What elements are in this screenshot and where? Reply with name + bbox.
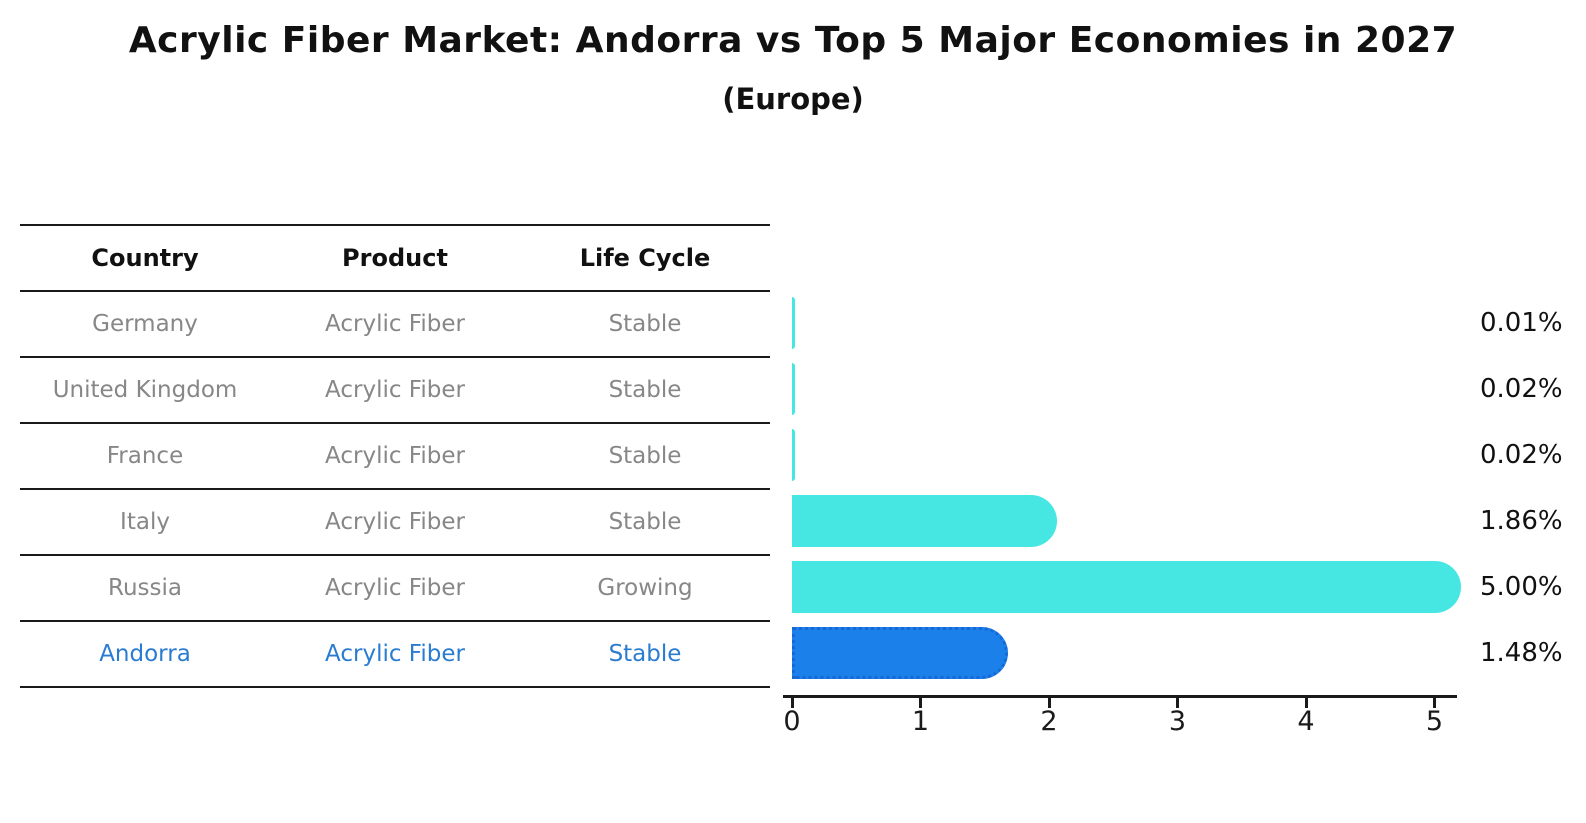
table-cell-product: Acrylic Fiber [325, 575, 465, 601]
table-header-product: Product [342, 244, 448, 272]
table-cell-life-cycle: Stable [608, 443, 682, 469]
table-body: Germany Acrylic Fiber Stable United Kingdom… [20, 290, 770, 686]
bar-united-kingdom [792, 363, 795, 415]
table-cell-product: Acrylic Fiber [325, 311, 465, 337]
table-cell-country: France [106, 443, 184, 469]
bar-value-label: 5.00% [1480, 572, 1563, 602]
table-cell-product: Acrylic Fiber [325, 443, 465, 469]
bar-row [792, 422, 1492, 488]
bar-france [792, 429, 795, 481]
bars [792, 290, 1492, 686]
bar-row [792, 620, 1492, 686]
table-cell-life-cycle: Stable [608, 641, 682, 667]
table-cell-life-cycle: Stable [608, 377, 682, 403]
bar-value-label: 1.48% [1480, 638, 1563, 668]
bar-value-label: 0.01% [1480, 308, 1563, 338]
table-row: Andorra Acrylic Fiber Stable [20, 620, 770, 686]
x-axis-tick-label: 4 [1297, 706, 1315, 737]
x-axis-tick [1176, 698, 1179, 708]
table-row: Italy Acrylic Fiber Stable [20, 488, 770, 554]
x-axis-tick-label: 3 [1168, 706, 1187, 737]
x-axis-tick-label: 0 [783, 706, 801, 737]
table-cell-country: Andorra [99, 641, 191, 667]
bar-row [792, 488, 1492, 554]
table-row: Russia Acrylic Fiber Growing [20, 554, 770, 620]
table-cell-product: Acrylic Fiber [325, 641, 465, 667]
bar-row [792, 356, 1492, 422]
bar-russia [792, 561, 1461, 613]
bar-row [792, 554, 1492, 620]
bar-row [792, 290, 1492, 356]
x-axis-line [783, 695, 1457, 698]
x-axis-tick-label: 2 [1040, 706, 1058, 737]
table-header-life-cycle: Life Cycle [579, 244, 711, 272]
x-axis-tick [790, 698, 794, 708]
x-axis: 0 1 2 3 4 5 [783, 695, 1457, 737]
value-labels: 0.01% 0.02% 0.02% 1.86% 5.00% 1.48% [1480, 290, 1586, 686]
table-cell-country: Russia [108, 575, 182, 601]
bar-value-label: 0.02% [1480, 374, 1563, 404]
table-cell-life-cycle: Stable [608, 311, 682, 337]
x-axis-tick-label: 1 [911, 706, 930, 737]
table-cell-country: United Kingdom [52, 377, 238, 403]
table-cell-product: Acrylic Fiber [325, 377, 465, 403]
chart-title: Acrylic Fiber Market: Andorra vs Top 5 M… [128, 20, 1458, 61]
table-header-country: Country [91, 244, 199, 272]
table-cell-life-cycle: Stable [608, 509, 682, 535]
bar-italy [792, 495, 1057, 547]
x-axis-tick [1304, 698, 1308, 708]
country-table: Country Product Life Cycle Germany Acryli… [20, 224, 770, 688]
table-cell-product: Acrylic Fiber [325, 509, 465, 535]
table-row: Germany Acrylic Fiber Stable [20, 290, 770, 356]
table-cell-life-cycle: Growing [597, 575, 693, 601]
x-axis-tick [919, 698, 922, 708]
table-cell-country: Italy [120, 509, 170, 535]
x-axis-tick-label: 5 [1425, 706, 1444, 737]
x-axis-tick [1047, 698, 1051, 708]
table-row: France Acrylic Fiber Stable [20, 422, 770, 488]
bar-andorra [792, 627, 1009, 679]
table-row: United Kingdom Acrylic Fiber Stable [20, 356, 770, 422]
table-cell-country: Germany [92, 311, 198, 337]
x-axis-tick [1433, 698, 1436, 708]
bar-germany [792, 297, 795, 349]
bar-value-label: 0.02% [1480, 440, 1563, 470]
table-header-row: Country Product Life Cycle [20, 224, 770, 290]
chart-subtitle: (Europe) [722, 82, 864, 116]
bar-value-label: 1.86% [1480, 506, 1563, 536]
